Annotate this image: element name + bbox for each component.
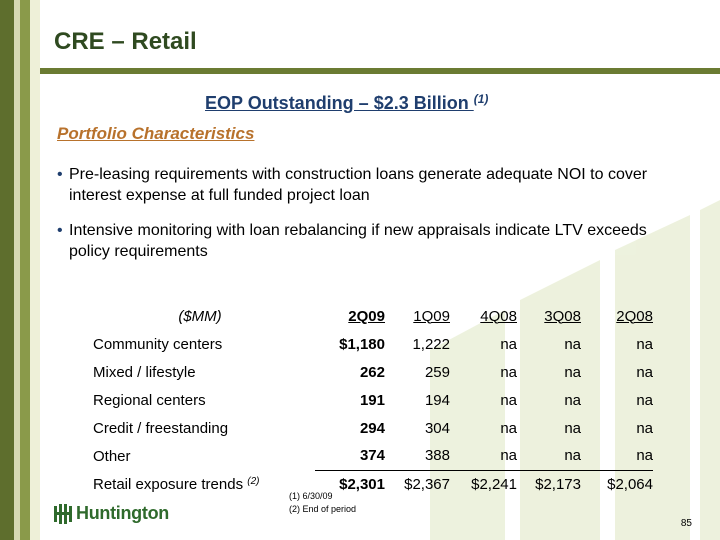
page-number: 85	[680, 518, 692, 529]
subtitle-footnote-ref: (1)	[473, 92, 489, 106]
table-cell: 262	[359, 363, 385, 381]
footnote: (1) 6/30/09	[289, 491, 333, 501]
table-row: Credit / freestanding 294 304 na na na	[85, 414, 653, 442]
table-cell: na	[636, 363, 653, 381]
table-cell: na	[500, 419, 517, 437]
table-cell: na	[564, 335, 581, 353]
left-accent-bar-mid	[20, 0, 30, 540]
title-band	[40, 0, 720, 74]
table-cell: na	[636, 419, 653, 437]
bullet-dot-icon: •	[57, 222, 63, 239]
total-label: Retail exposure trends	[93, 475, 248, 493]
bullet-text: Pre-leasing requirements with constructi…	[69, 166, 648, 204]
table-row: Community centers $1,180 1,222 na na na	[85, 330, 653, 358]
table-cell: $2,367	[385, 469, 450, 498]
column-header: 4Q08	[480, 307, 517, 325]
table-cell: $2,241	[450, 469, 517, 498]
logo-text: Huntington	[76, 503, 169, 523]
table-cell: na	[636, 391, 653, 409]
table-cell: $2,173	[517, 469, 581, 498]
table-row: Mixed / lifestyle 262 259 na na na	[85, 358, 653, 386]
slide-title: CRE – Retail	[54, 28, 197, 55]
table-cell: na	[564, 391, 581, 409]
column-header: 2Q09	[348, 307, 385, 325]
table-header-row: ($MM) 2Q09 1Q09 4Q08 3Q08 2Q08	[85, 302, 653, 330]
row-label: Mixed / lifestyle	[93, 363, 196, 381]
table-cell: na	[564, 363, 581, 381]
table-cell: na	[636, 335, 653, 353]
table-total-row: Retail exposure trends (2) $2,301 $2,367…	[85, 469, 653, 498]
table-cell: na	[564, 447, 581, 465]
section-heading: Portfolio Characteristics	[57, 124, 255, 143]
row-label: Other	[93, 447, 131, 465]
company-logo: Huntington	[54, 503, 169, 524]
table-cell: 374	[359, 447, 385, 465]
table-cell: na	[636, 447, 653, 465]
table-cell: na	[564, 419, 581, 437]
table-cell: 304	[424, 419, 450, 437]
subtitle-text: EOP Outstanding – $2.3 Billion	[205, 93, 474, 113]
footnotes: (1) 6/30/09 (2) End of period	[289, 490, 356, 516]
table-cell: $2,301	[315, 469, 385, 498]
table-row: Regional centers 191 194 na na na	[85, 386, 653, 414]
bullet-item: • Pre-leasing requirements with construc…	[57, 164, 667, 206]
footnote: (2) End of period	[289, 504, 357, 514]
total-footnote-ref: (2)	[247, 475, 260, 487]
row-label: Retail exposure trends (2)	[85, 470, 315, 498]
column-header: 3Q08	[544, 307, 581, 325]
slide-subtitle: EOP Outstanding – $2.3 Billion (1)	[205, 92, 488, 114]
table-cell: 388	[424, 447, 450, 465]
table-cell: 191	[359, 391, 385, 409]
title-divider	[40, 68, 720, 74]
table-cell: na	[500, 391, 517, 409]
retail-exposure-table: ($MM) 2Q09 1Q09 4Q08 3Q08 2Q08 Community…	[85, 302, 653, 498]
table-cell: 1,222	[412, 335, 450, 353]
table-cell: na	[500, 363, 517, 381]
row-label: Credit / freestanding	[93, 419, 229, 437]
left-accent-bar	[0, 0, 14, 540]
unit-label: ($MM)	[178, 307, 222, 325]
table-row: Other 374 388 na na na	[85, 442, 653, 470]
bullet-text: Intensive monitoring with loan rebalanci…	[69, 222, 647, 260]
left-accent-bar-light	[14, 0, 20, 540]
row-label: Community centers	[93, 335, 223, 353]
table-cell: 259	[424, 363, 450, 381]
table-cell: $1,180	[339, 335, 385, 353]
table-cell: 294	[359, 419, 385, 437]
row-label: Regional centers	[93, 391, 206, 409]
table-cell: $2,064	[581, 469, 653, 498]
bullet-dot-icon: •	[57, 166, 63, 183]
huntington-logo-icon	[54, 503, 72, 524]
left-accent-bar-pale	[30, 0, 40, 540]
table-cell: 194	[424, 391, 450, 409]
table-cell: na	[500, 335, 517, 353]
table-cell: na	[500, 447, 517, 465]
column-header: 2Q08	[616, 307, 653, 325]
column-header: 1Q09	[413, 307, 450, 325]
bullet-item: • Intensive monitoring with loan rebalan…	[57, 220, 667, 262]
